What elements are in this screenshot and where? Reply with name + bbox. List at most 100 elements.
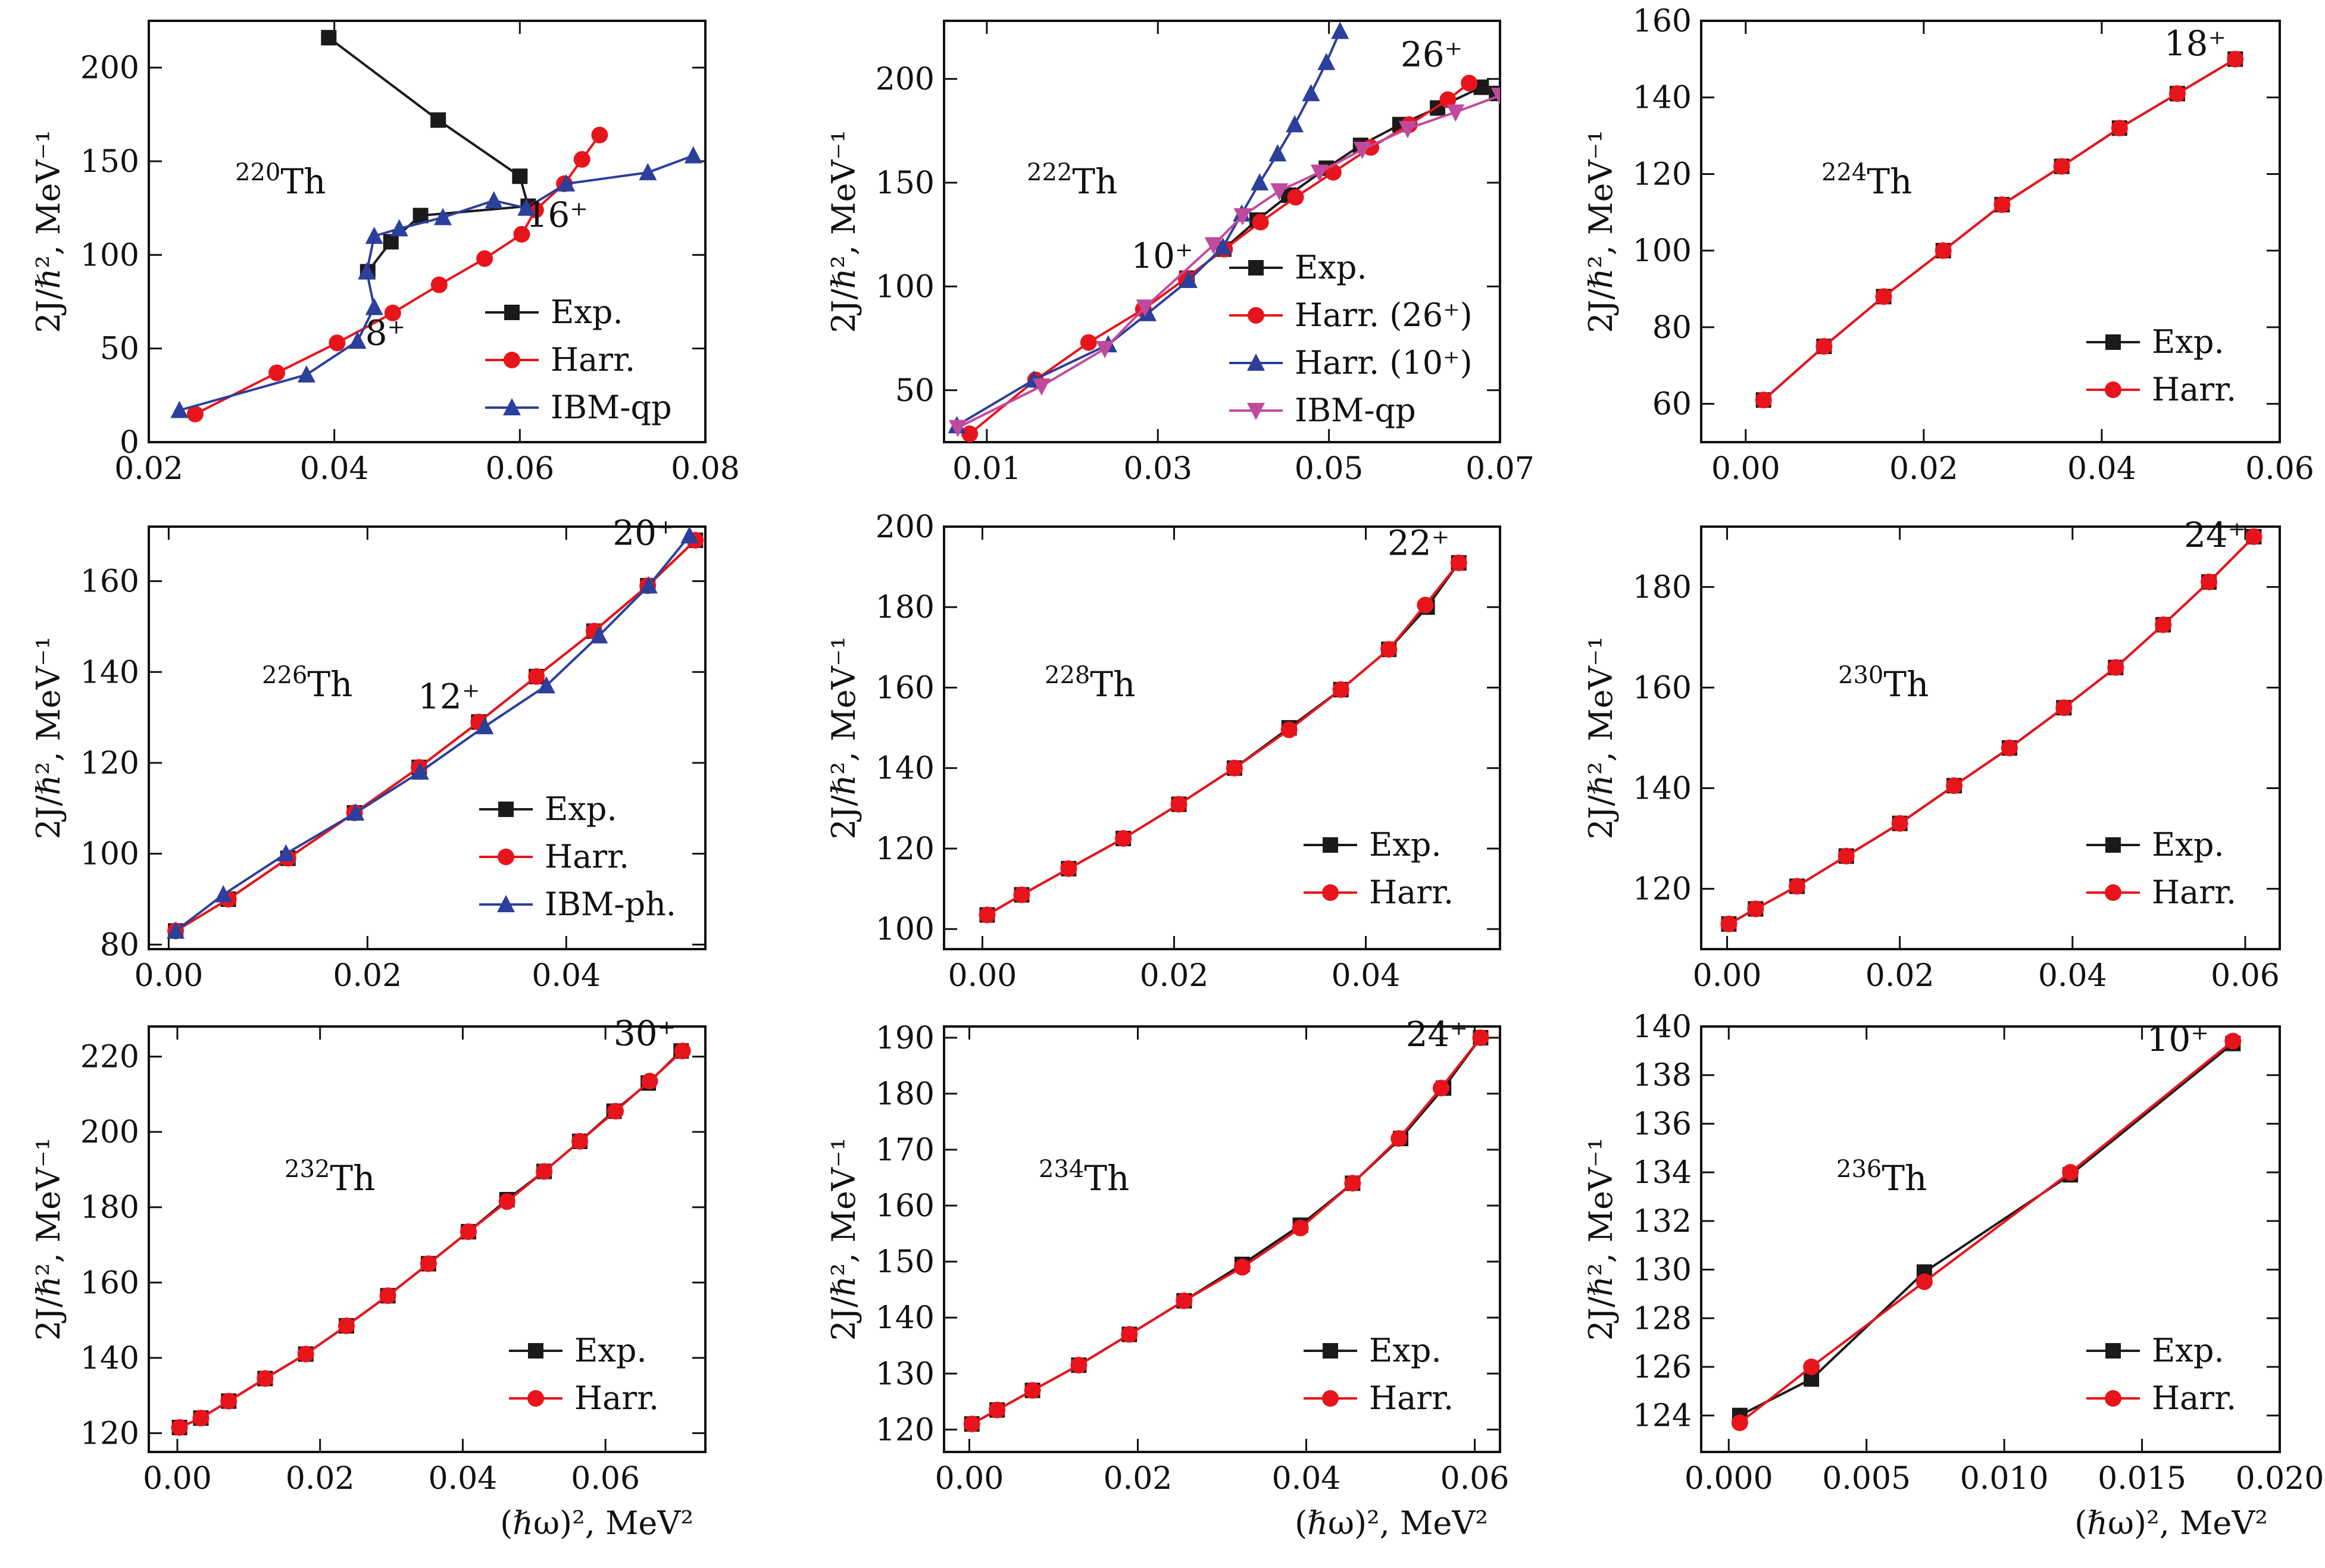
- y-tick-label: 130: [1633, 1253, 1692, 1288]
- y-tick-label: 124: [1633, 1398, 1692, 1434]
- legend-label: Exp.: [574, 1332, 647, 1369]
- y-tick-label: 130: [876, 1356, 935, 1392]
- data-point: [607, 1103, 624, 1120]
- nucleus-mass: 224: [1821, 159, 1867, 186]
- data-point: [1060, 860, 1077, 877]
- data-point: [329, 334, 346, 352]
- data-point: [1270, 183, 1289, 201]
- legend-label: IBM-qp: [1295, 392, 1416, 429]
- nucleus-symbol: Th: [1072, 161, 1117, 202]
- y-tick-label: 100: [80, 237, 139, 273]
- legend: Exp. Harr.: [2086, 323, 2236, 408]
- x-tick-label: 0.06: [485, 451, 554, 487]
- nucleus-symbol: Th: [1867, 161, 1912, 202]
- y-axis-label: 2J/ℏ², MeV⁻¹: [1582, 130, 1620, 333]
- data-point: [1214, 237, 1232, 255]
- data-point: [1344, 1175, 1361, 1192]
- data-point: [1472, 1029, 1489, 1046]
- y-tick-label: 136: [1633, 1106, 1692, 1142]
- data-layer: [963, 1029, 1489, 1432]
- nucleus-label: 226Th: [262, 662, 352, 705]
- legend-marker: [2105, 884, 2121, 901]
- series-harr-: [1731, 1032, 2242, 1431]
- nucleus-symbol: Th: [280, 161, 326, 202]
- y-axis-label: 2J/ℏ², MeV⁻¹: [1582, 1138, 1620, 1341]
- x-tick-label: 0.04: [300, 451, 369, 487]
- legend-marker: [2105, 334, 2121, 350]
- data-point: [1204, 237, 1223, 255]
- data-point: [961, 425, 979, 442]
- data-point: [1398, 121, 1417, 139]
- data-point: [1891, 815, 1908, 832]
- nucleus-symbol: Th: [330, 1158, 375, 1198]
- legend: Exp. Harr.: [1304, 1332, 1454, 1417]
- data-point: [1176, 1292, 1193, 1309]
- legend-marker: [498, 802, 514, 817]
- data-point: [2055, 699, 2073, 716]
- x-tick-label: 0.02: [1140, 958, 1209, 994]
- nucleus-mass: 226: [262, 662, 307, 689]
- x-tick-label: 0.020: [2236, 1461, 2324, 1497]
- data-point: [1915, 1273, 1933, 1290]
- nucleus-mass: 230: [1838, 662, 1883, 689]
- legend-label: Exp.: [1369, 826, 1442, 863]
- y-axis-label: 2J/ℏ², MeV⁻¹: [825, 636, 862, 839]
- y-tick-label: 140: [876, 751, 935, 787]
- spin-annotation: 30⁺: [614, 1013, 676, 1054]
- y-tick-label: 134: [1633, 1155, 1692, 1191]
- x-tick-label: 0.02: [333, 958, 402, 994]
- series-harr-: [1720, 528, 2262, 932]
- y-tick-label: 180: [1633, 569, 1692, 605]
- data-point: [1439, 91, 1457, 108]
- series-ibm-qp: [170, 146, 702, 418]
- nucleus-mass: 222: [1027, 159, 1072, 186]
- data-point: [1268, 144, 1287, 162]
- data-point: [1461, 74, 1478, 92]
- data-point: [1875, 288, 1892, 305]
- legend-marker: [527, 1390, 544, 1407]
- data-point: [1252, 214, 1269, 231]
- y-tick-label: 126: [1633, 1350, 1692, 1385]
- legend-label: Harr.: [2152, 874, 2236, 911]
- data-point: [1332, 681, 1349, 698]
- data-point: [433, 208, 452, 226]
- data-point: [1331, 21, 1349, 39]
- data-point: [346, 803, 365, 821]
- y-tick-label: 190: [876, 1021, 935, 1056]
- data-layer: [170, 30, 702, 422]
- data-point: [639, 576, 658, 594]
- legend: Exp. Harr. IBM-ph.: [479, 790, 676, 923]
- data-point: [430, 276, 448, 293]
- plot-frame: [1700, 525, 2281, 950]
- x-tick-label: 0.01: [952, 451, 1021, 487]
- nucleus-mass: 232: [285, 1156, 330, 1183]
- legend-marker: [2105, 1343, 2121, 1359]
- x-tick-label: 0.015: [2098, 1461, 2186, 1497]
- data-point: [420, 1255, 437, 1272]
- data-point: [498, 1193, 515, 1210]
- y-tick-label: 100: [876, 269, 935, 305]
- y-tick-label: 150: [876, 1244, 935, 1280]
- data-point: [1838, 847, 1855, 865]
- data-point: [1446, 104, 1465, 122]
- series-line: [174, 535, 690, 932]
- data-point: [1032, 378, 1051, 396]
- y-tick-label: 50: [895, 373, 935, 409]
- nucleus-mass: 234: [1039, 1156, 1084, 1183]
- legend-marker: [497, 895, 515, 912]
- data-point: [348, 331, 367, 349]
- panel-th-226: 0.00 0.02 0.04 80 100 120 140 160 2J/ℏ², MeV⁻¹ 22…: [30, 513, 707, 994]
- x-tick-label: 0.00: [1711, 451, 1780, 487]
- data-point: [1731, 1414, 1748, 1431]
- y-tick-label: 100: [1633, 233, 1692, 269]
- data-point: [384, 304, 401, 321]
- legend-marker: [528, 1343, 543, 1359]
- data-point: [1946, 777, 1963, 794]
- y-tick-label: 50: [100, 331, 139, 367]
- nucleus-label: 234Th: [1039, 1156, 1129, 1198]
- legend: Exp. Harr.: [2086, 1332, 2236, 1417]
- data-point: [1286, 115, 1304, 133]
- data-point: [1070, 1357, 1088, 1374]
- data-point: [2111, 120, 2128, 137]
- data-point: [167, 921, 185, 939]
